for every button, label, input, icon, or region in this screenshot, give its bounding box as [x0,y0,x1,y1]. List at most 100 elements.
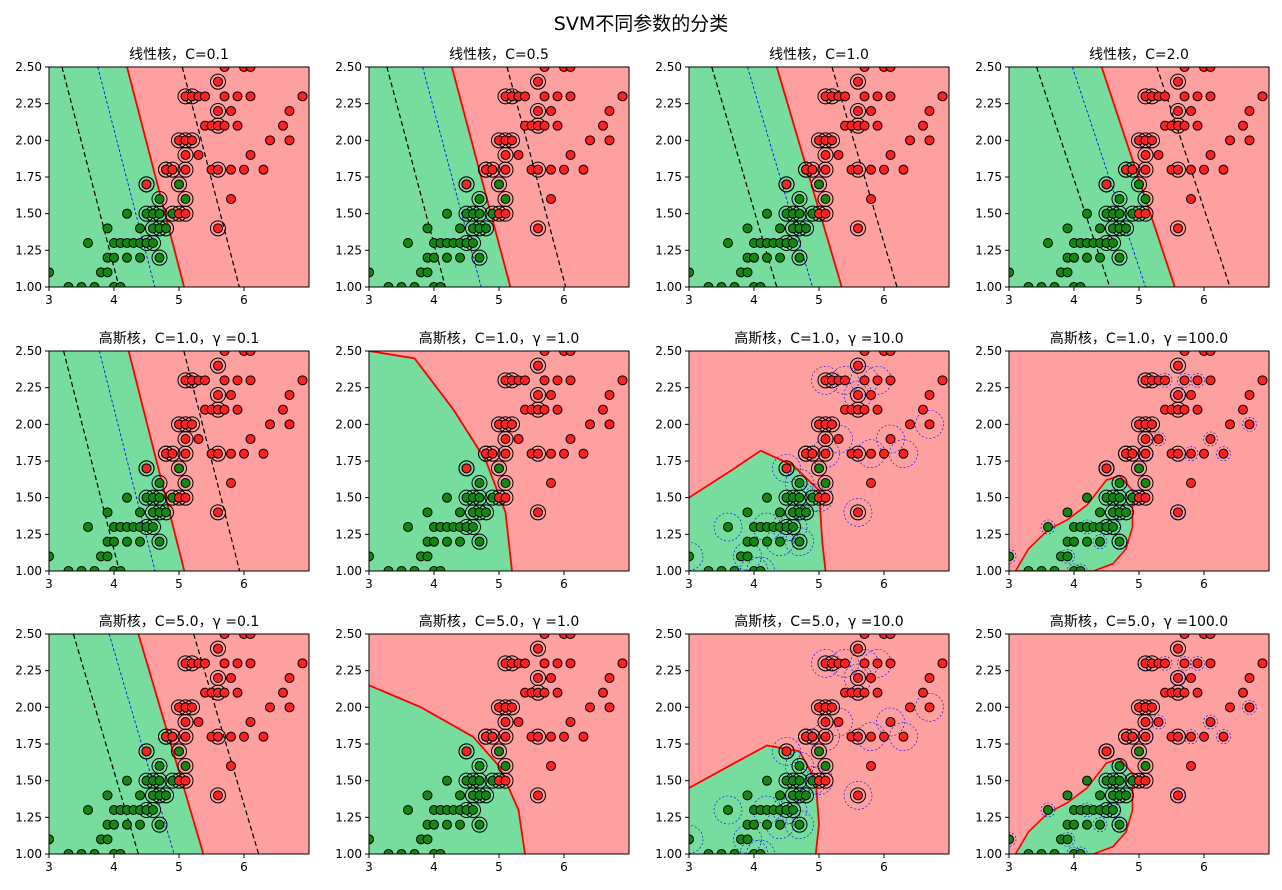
point-class1 [552,91,563,102]
point-class0 [1108,238,1118,248]
point-class1 [1179,91,1190,102]
margin-line-upper [831,67,898,287]
point-class0 [422,834,433,845]
point-class0 [49,551,54,562]
y-tick-label: 1.75 [15,170,42,184]
point-class1 [232,91,243,102]
point-class0 [749,819,759,830]
margin-line-upper [193,634,260,854]
y-tick-label: 1.00 [15,564,42,578]
point-class1 [1238,404,1248,415]
point-class1 [827,702,837,713]
point-class0 [1075,282,1086,287]
y-tick-label: 1.25 [975,243,1002,257]
point-class0 [1023,282,1034,287]
point-class0 [762,492,772,503]
subplot-title: 线性核，C=1.0 [769,47,869,63]
support-vector-ring [210,670,226,686]
y-tick-label: 2.25 [975,97,1002,111]
point-class1 [604,390,615,400]
support-vector-ring [1170,357,1186,374]
y-tick-label: 1.00 [335,847,362,861]
point-class0 [122,819,132,830]
point-class1 [546,448,556,459]
y-tick-label: 1.75 [335,454,362,468]
point-class0 [115,566,126,571]
contour-ring [1177,656,1192,671]
subplot-1: 线性核，C=0.1 3 4 5 6 1.00 1.25 1.50 1.75 2.00 2.25 2.5… [15,47,310,307]
point-class1 [1257,375,1268,386]
support-vector-ring [1170,103,1186,119]
point-class1 [187,702,197,713]
point-class0 [474,252,485,263]
y-tick-label: 1.00 [975,564,1002,578]
point-class0 [716,566,727,571]
point-class0 [154,478,165,488]
point-class0 [820,478,831,488]
point-class1 [167,731,178,742]
point-class0 [794,252,805,263]
support-vector-ring [1170,387,1186,403]
point-class0 [689,267,694,278]
point-class1 [533,223,543,234]
point-class0 [1062,834,1073,845]
point-class1 [513,717,524,727]
point-class1 [513,150,524,160]
x-tick-label: 3 [685,860,693,874]
x-tick-label: 3 [45,293,53,307]
point-class1 [180,731,191,742]
support-vector-ring [1170,504,1186,521]
point-class1 [885,150,896,160]
point-class1 [1153,150,1164,160]
point-class0 [148,522,158,532]
support-vector-ring [791,816,808,833]
point-class1 [905,135,915,146]
point-class0 [481,507,491,518]
point-class1 [232,375,243,386]
point-class0 [801,507,811,518]
point-class0 [794,775,805,786]
x-tick-label: 5 [495,860,503,874]
point-class0 [788,805,798,815]
point-class0 [122,775,132,786]
point-class1 [1186,194,1196,204]
point-class0 [468,238,478,248]
margin-line-lower [72,634,139,854]
point-class1 [213,76,223,87]
point-class0 [403,805,413,815]
point-class0 [180,194,191,204]
point-class1 [924,419,935,430]
y-tick-label: 1.00 [975,847,1002,861]
point-class1 [937,375,948,386]
x-tick-label: 6 [1200,293,1208,307]
contour-ring [843,498,873,527]
point-class1 [585,702,595,713]
point-class0 [1114,194,1125,204]
point-class0 [1095,536,1105,547]
point-class1 [219,687,230,698]
point-class1 [781,746,792,757]
point-class1 [918,120,928,131]
point-class1 [546,673,556,683]
y-tick-label: 1.00 [335,280,362,294]
point-class1 [167,164,178,175]
point-class0 [1140,194,1151,204]
point-class0 [500,194,511,204]
margin-line-lower [386,67,446,287]
point-class0 [775,507,785,518]
point-class1 [781,463,792,474]
support-vector-ring [491,176,507,193]
point-class1 [500,717,511,727]
point-class1 [1173,448,1183,459]
point-class1 [866,731,876,742]
point-class1 [859,658,870,669]
x-tick-label: 6 [1200,577,1208,591]
point-class1 [552,375,563,386]
point-class0 [814,463,824,474]
support-vector-ring [791,475,808,491]
subplot-8: 高斯核，C=1.0，γ =100.0 3 4 5 6 1.00 1.25 1.50 1.75 2.… [975,330,1270,591]
point-class0 [1023,566,1034,571]
point-class1 [487,448,498,459]
support-vector-ring [791,249,808,266]
point-class0 [383,566,394,571]
